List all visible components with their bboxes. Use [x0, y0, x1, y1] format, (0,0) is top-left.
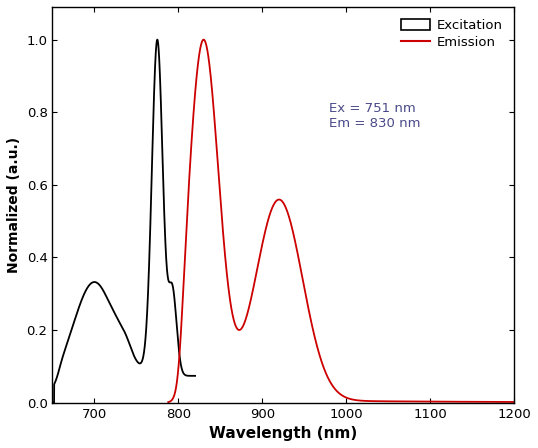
Legend: Excitation, Emission: Excitation, Emission: [395, 13, 507, 55]
Text: Ex = 751 nm
Em = 830 nm: Ex = 751 nm Em = 830 nm: [329, 102, 421, 130]
X-axis label: Wavelength (nm): Wavelength (nm): [209, 426, 357, 441]
Y-axis label: Normalized (a.u.): Normalized (a.u.): [7, 137, 21, 273]
